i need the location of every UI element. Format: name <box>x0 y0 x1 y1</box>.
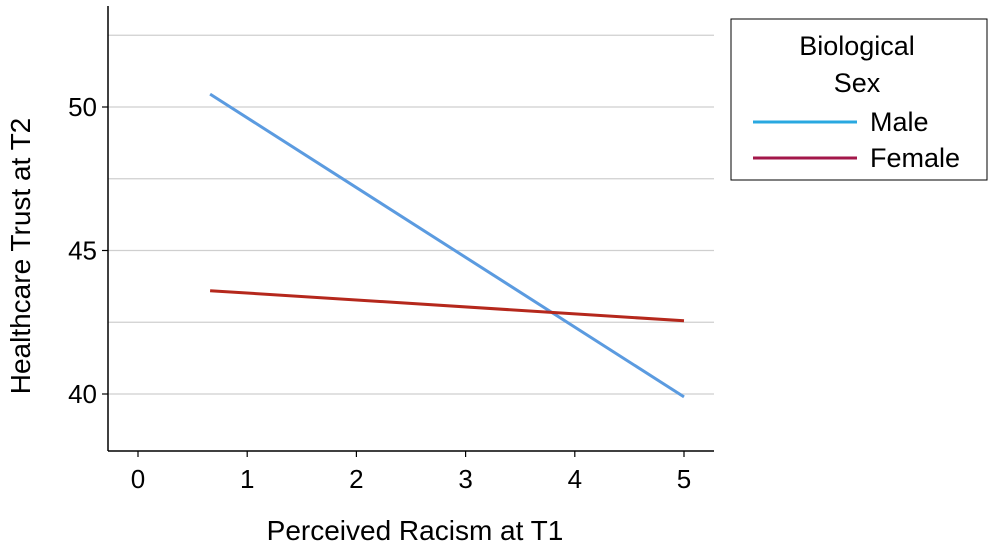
series-line-male <box>209 92 685 399</box>
legend: Biological Sex Male Female <box>730 18 988 181</box>
x-tick-label-4: 4 <box>568 464 582 494</box>
x-tick-label-1: 1 <box>240 464 254 494</box>
x-tick-label-3: 3 <box>458 464 472 494</box>
y-tick-label-0: 40 <box>68 379 97 409</box>
legend-title-line2: Sex <box>834 68 881 98</box>
x-axis-title: Perceived Racism at T1 <box>267 515 564 546</box>
series-lines <box>209 92 685 399</box>
y-tick-label-2: 50 <box>68 92 97 122</box>
x-tick-label-2: 2 <box>349 464 363 494</box>
legend-title-line1: Biological <box>799 31 915 61</box>
x-tick-label-5: 5 <box>677 464 691 494</box>
gridlines <box>108 34 714 395</box>
legend-box <box>730 18 988 181</box>
legend-label-male: Male <box>870 107 929 137</box>
legend-label-female: Female <box>870 143 960 173</box>
y-axis-title: Healthcare Trust at T2 <box>5 118 36 395</box>
x-tick-labels: 0 1 2 3 4 5 <box>131 451 691 494</box>
legend-entries: Male Female <box>753 107 960 173</box>
axes <box>107 6 714 452</box>
series-line-female <box>210 289 685 323</box>
y-tick-labels: 40 45 50 <box>68 92 108 409</box>
y-tick-label-1: 45 <box>68 236 97 266</box>
x-tick-label-0: 0 <box>131 464 145 494</box>
